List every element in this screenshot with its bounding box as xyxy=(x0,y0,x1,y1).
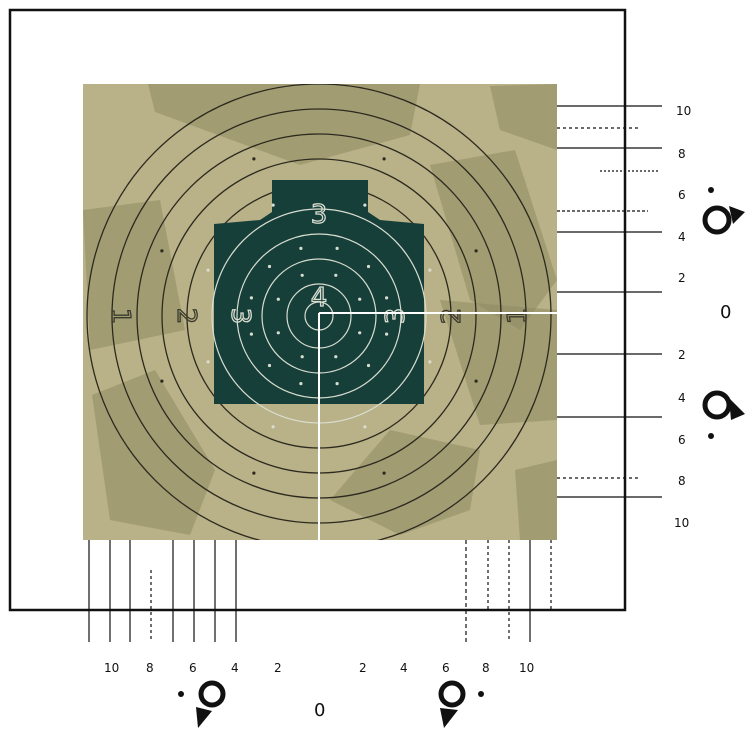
h-label-4-right: 4 xyxy=(400,661,408,675)
ring-dot xyxy=(299,246,303,250)
v-label-4-bottom: 4 xyxy=(678,391,686,405)
ring-dot xyxy=(363,425,367,429)
rotate-up-icon xyxy=(702,187,745,235)
v-label-6-bottom: 6 xyxy=(678,433,686,447)
silhouette-top-label: 3 xyxy=(311,200,328,230)
h-label-6-left: 6 xyxy=(189,661,197,675)
v-label-2-bottom: 2 xyxy=(678,348,686,362)
ring-dot xyxy=(160,249,164,253)
horizontal-scale-labels: 10 8 6 4 2 0 2 4 6 8 10 xyxy=(104,661,534,721)
v-label-8-top: 8 xyxy=(678,147,686,161)
h-label-6-right: 6 xyxy=(442,661,450,675)
patch-overlays xyxy=(83,84,557,540)
rotate-left-icon xyxy=(178,680,226,728)
bottom-scale-lines xyxy=(88,540,552,642)
vertical-scale-labels: 10 8 6 4 2 0 2 4 6 8 10 xyxy=(674,104,731,530)
silhouette-center-label: 4 xyxy=(311,283,328,313)
ring-dot xyxy=(358,297,362,301)
ring-dot xyxy=(385,296,389,300)
ring-dot xyxy=(276,331,280,335)
ring-dot xyxy=(334,355,338,359)
ring-label-right-3: 3 xyxy=(381,308,411,325)
h-label-10-left: 10 xyxy=(104,661,119,675)
v-label-2-top: 2 xyxy=(678,271,686,285)
ring-dot xyxy=(474,379,478,383)
ring-label-left-1: 1 xyxy=(105,308,135,325)
ring-dot xyxy=(366,264,371,269)
ring-dots xyxy=(160,157,478,475)
ring-dot xyxy=(206,360,210,364)
ring-dot xyxy=(358,331,362,335)
ring-label-left-2: 2 xyxy=(171,308,201,325)
ring-dot xyxy=(276,297,280,301)
rotate-right-icon xyxy=(438,680,484,728)
v-label-4-top: 4 xyxy=(678,230,686,244)
ring-dot xyxy=(249,296,253,300)
ring-label-right-2: 2 xyxy=(437,308,467,325)
ring-dot xyxy=(474,249,478,253)
ring-dot xyxy=(428,360,432,364)
ring-dot xyxy=(428,268,432,272)
v-label-10-bottom: 10 xyxy=(674,516,689,530)
right-scale-lines xyxy=(557,105,662,498)
ring-dot xyxy=(363,203,367,207)
ring-dot xyxy=(252,471,256,475)
ring-dot xyxy=(334,273,338,277)
v-label-8-bottom: 8 xyxy=(678,474,686,488)
h-label-2-left: 2 xyxy=(274,661,282,675)
v-label-6-top: 6 xyxy=(678,188,686,202)
ring-dot xyxy=(335,246,339,250)
ring-label-left-3: 3 xyxy=(225,308,255,325)
outer-frame xyxy=(8,8,627,612)
ring-dot xyxy=(267,264,272,269)
h-label-0: 0 xyxy=(314,700,325,721)
ring-dot xyxy=(300,273,304,277)
ring-dot xyxy=(382,471,386,475)
h-label-8-left: 8 xyxy=(146,661,154,675)
h-label-8-right: 8 xyxy=(482,661,490,675)
ring-dot xyxy=(335,382,339,386)
silhouette xyxy=(214,180,424,404)
v-label-0: 0 xyxy=(720,302,731,323)
ring-dot xyxy=(382,157,386,161)
ring-dot xyxy=(252,157,256,161)
ring-dot xyxy=(366,363,371,368)
ring-dot xyxy=(271,203,275,207)
h-label-10-right: 10 xyxy=(519,661,534,675)
ring-dot xyxy=(206,268,210,272)
ring-label-right-1: 1 xyxy=(503,308,533,325)
target-paper: 1 2 3 3 2 1 3 4 xyxy=(83,84,557,540)
ring-dot xyxy=(385,332,389,336)
ring-dot xyxy=(160,379,164,383)
rotate-down-icon xyxy=(702,390,745,439)
ring-dot xyxy=(271,425,275,429)
ring-dot xyxy=(300,355,304,359)
v-label-10-top: 10 xyxy=(676,104,691,118)
ring-dot xyxy=(299,382,303,386)
h-label-2-right: 2 xyxy=(359,661,367,675)
ring-dot xyxy=(249,332,253,336)
ring-dot xyxy=(267,363,272,368)
h-label-4-left: 4 xyxy=(231,661,239,675)
